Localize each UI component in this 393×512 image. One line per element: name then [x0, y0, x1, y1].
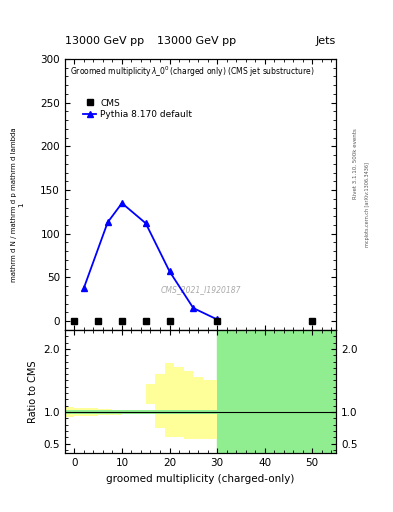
Text: Jets: Jets — [316, 36, 336, 46]
Pythia 8.170 default — [143, 220, 148, 226]
Pythia 8.170 default — [215, 316, 219, 323]
CMS — [215, 318, 219, 324]
Pythia 8.170 default — [81, 285, 86, 291]
CMS — [143, 318, 148, 324]
Text: 13000 GeV pp: 13000 GeV pp — [157, 36, 236, 46]
CMS — [96, 318, 101, 324]
Text: Rivet 3.1.10, 500k events: Rivet 3.1.10, 500k events — [353, 129, 358, 199]
Line: Pythia 8.170 default: Pythia 8.170 default — [81, 200, 220, 323]
CMS — [119, 318, 124, 324]
Text: 13000 GeV pp: 13000 GeV pp — [65, 36, 144, 46]
Pythia 8.170 default — [105, 219, 110, 225]
Pythia 8.170 default — [191, 305, 196, 311]
Text: mathrm d N / mathrm d p mathrm d lambda
1: mathrm d N / mathrm d p mathrm d lambda … — [11, 127, 24, 282]
Pythia 8.170 default — [119, 200, 124, 206]
CMS — [72, 318, 77, 324]
Y-axis label: Ratio to CMS: Ratio to CMS — [28, 360, 38, 423]
Text: mcplots.cern.ch [arXiv:1306.3436]: mcplots.cern.ch [arXiv:1306.3436] — [365, 162, 370, 247]
Legend: CMS, Pythia 8.170 default: CMS, Pythia 8.170 default — [80, 96, 195, 122]
X-axis label: groomed multiplicity (charged-only): groomed multiplicity (charged-only) — [106, 474, 295, 483]
CMS — [167, 318, 172, 324]
Pythia 8.170 default — [167, 268, 172, 274]
Text: CMS_2021_I1920187: CMS_2021_I1920187 — [160, 285, 241, 294]
CMS — [310, 318, 314, 324]
Line: CMS: CMS — [72, 318, 315, 324]
Text: Groomed multiplicity$\,\lambda\_0^0\,$(charged only) (CMS jet substructure): Groomed multiplicity$\,\lambda\_0^0\,$(c… — [70, 65, 315, 79]
